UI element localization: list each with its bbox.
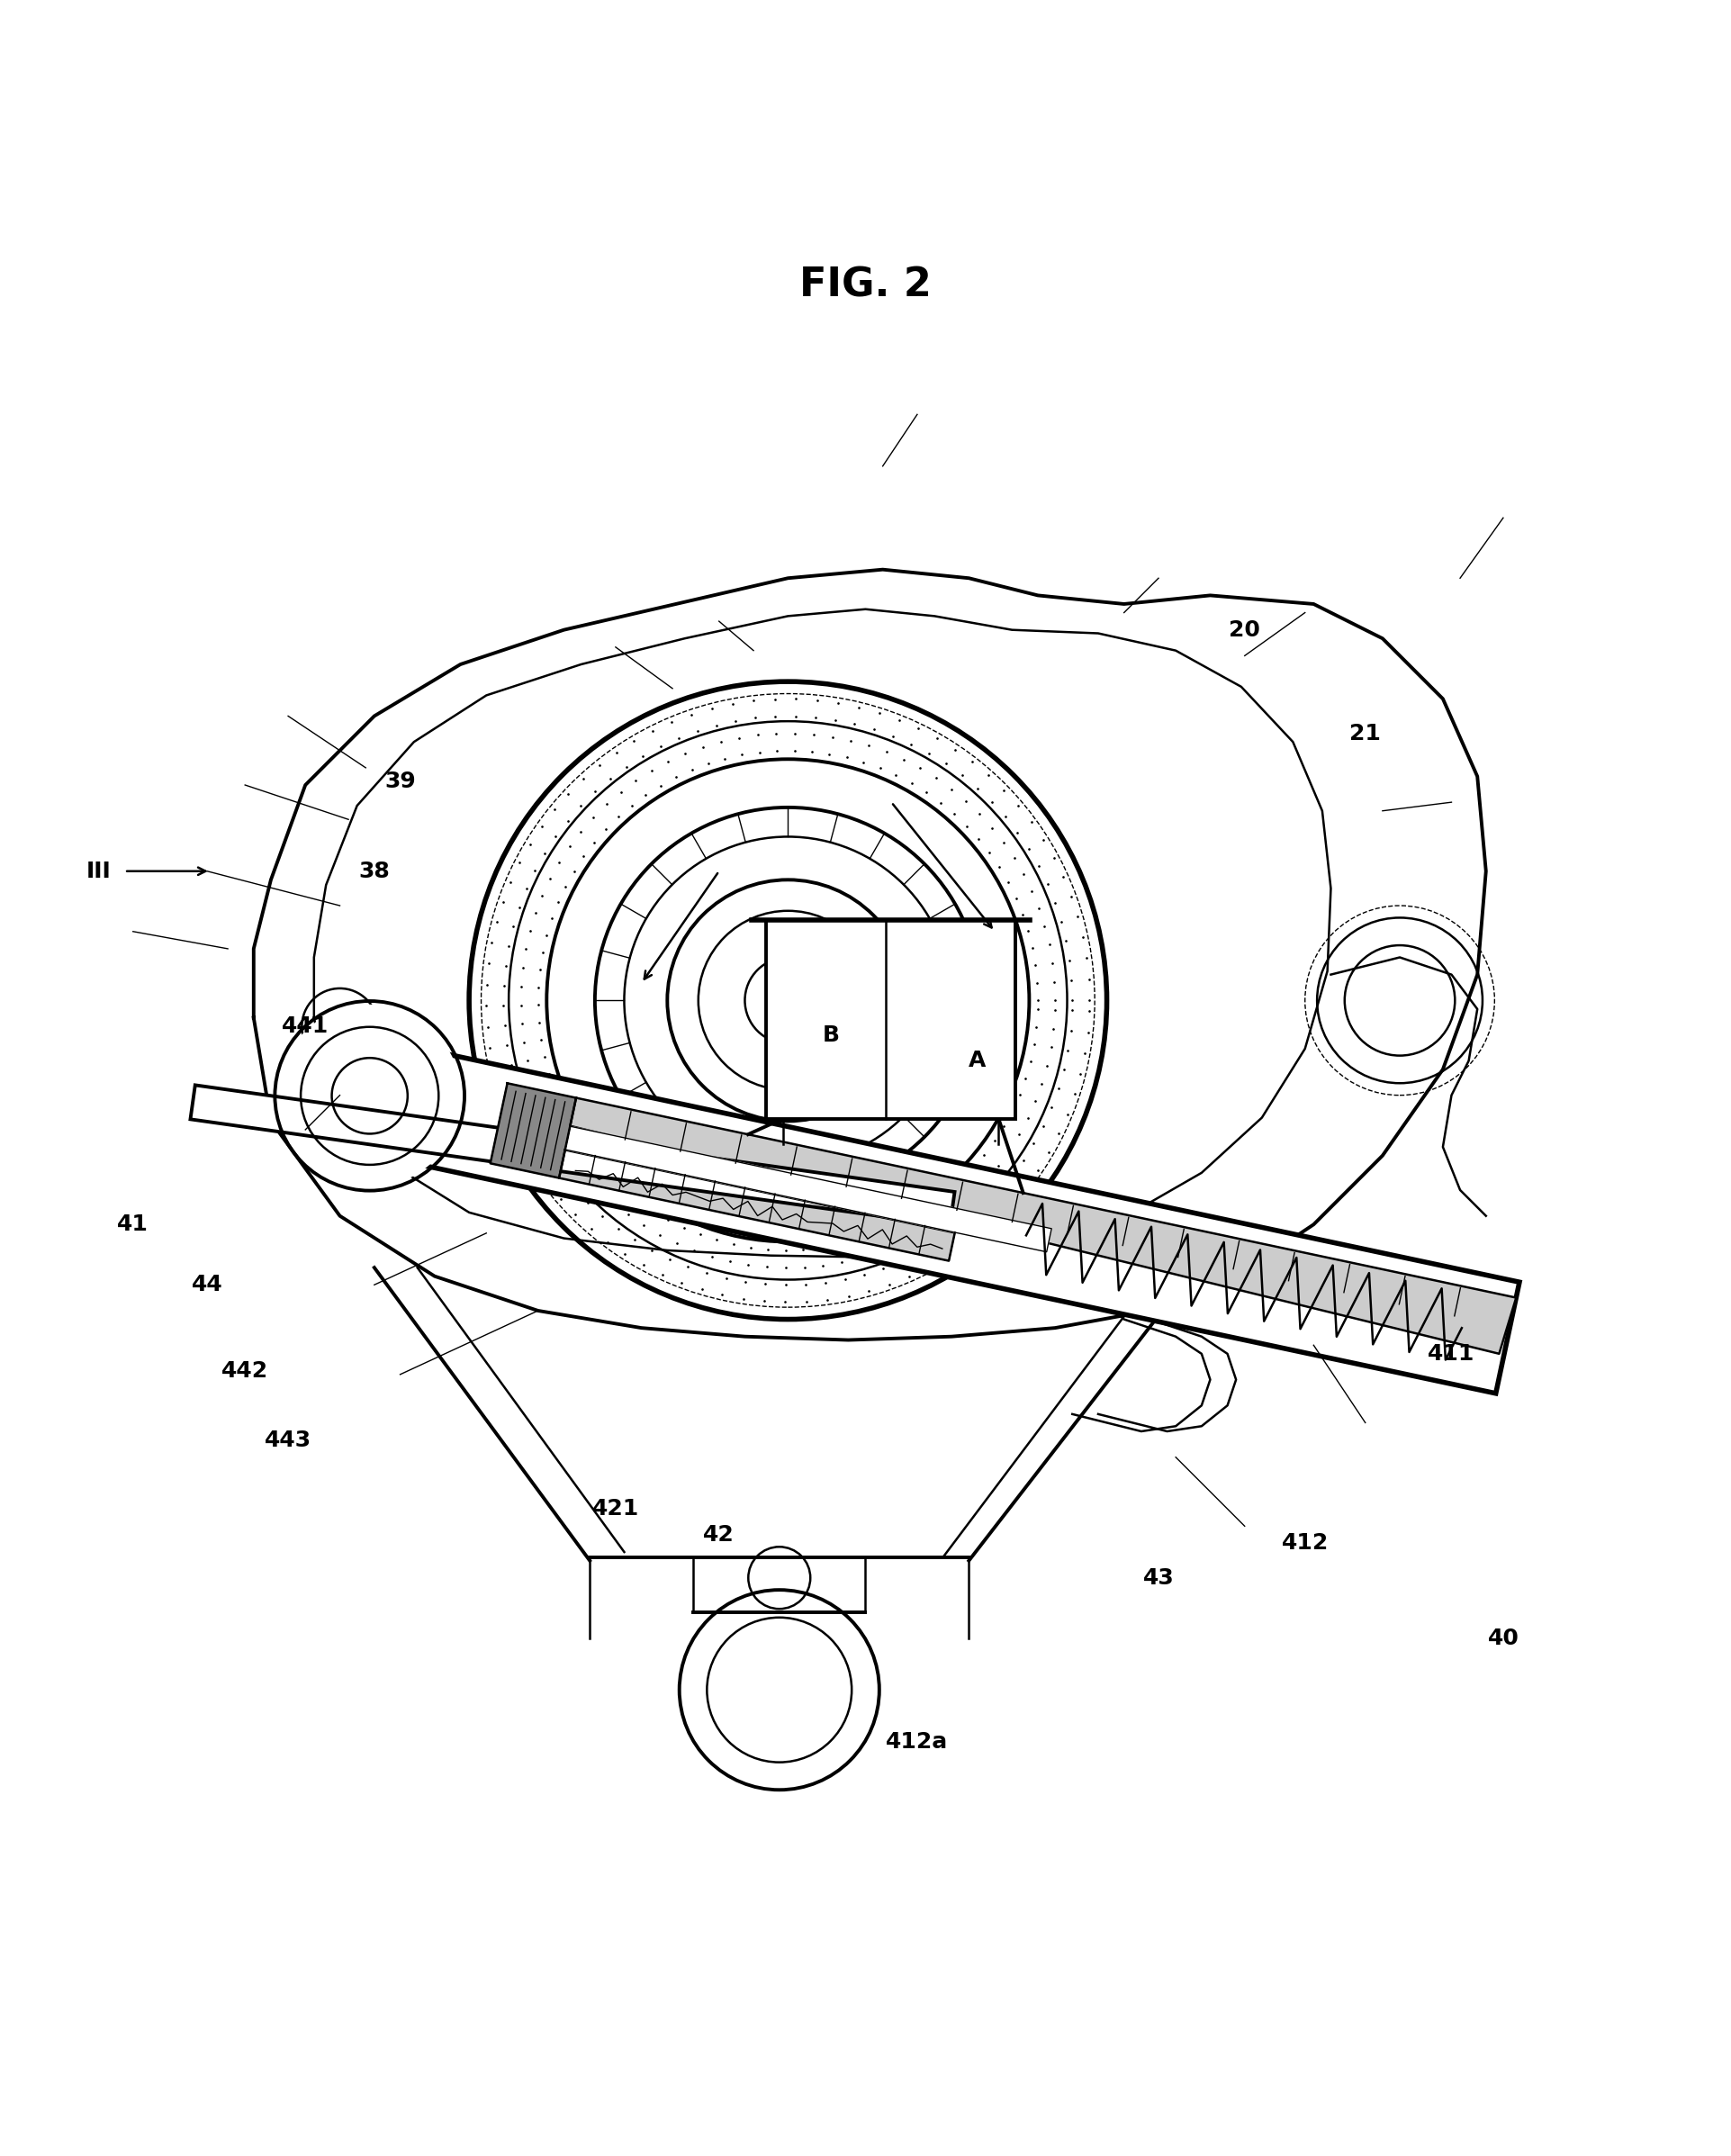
Circle shape (770, 983, 805, 1018)
Text: 412a: 412a (886, 1731, 949, 1753)
Polygon shape (569, 1097, 1516, 1354)
Text: 421: 421 (592, 1498, 639, 1520)
Text: 39: 39 (384, 770, 415, 793)
Text: III: III (87, 860, 111, 882)
Text: FIG. 2: FIG. 2 (800, 265, 931, 304)
Polygon shape (564, 1125, 1051, 1253)
Text: 21: 21 (1350, 722, 1381, 744)
Text: 42: 42 (703, 1524, 734, 1546)
Polygon shape (765, 921, 1016, 1119)
Text: 44: 44 (192, 1274, 223, 1296)
Text: 41: 41 (118, 1214, 149, 1235)
Text: 412: 412 (1281, 1533, 1328, 1554)
Circle shape (279, 1005, 460, 1188)
Polygon shape (254, 569, 1485, 1341)
Polygon shape (490, 1082, 576, 1177)
Text: A: A (969, 1050, 987, 1072)
Text: B: B (822, 1024, 840, 1046)
Text: 40: 40 (1487, 1628, 1518, 1649)
Text: 441: 441 (282, 1015, 329, 1037)
Polygon shape (350, 1039, 1520, 1393)
Text: 411: 411 (1428, 1343, 1475, 1365)
Polygon shape (559, 1149, 956, 1261)
Text: 38: 38 (358, 860, 389, 882)
Text: 43: 43 (1142, 1567, 1174, 1589)
Text: 20: 20 (1229, 619, 1260, 640)
Polygon shape (190, 1084, 956, 1227)
Text: 442: 442 (222, 1360, 268, 1382)
Text: 443: 443 (265, 1429, 312, 1451)
